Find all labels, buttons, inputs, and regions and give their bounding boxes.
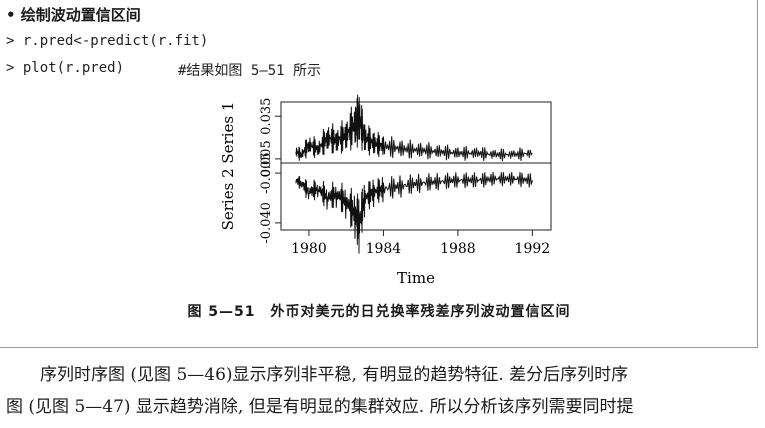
x-axis: 1980 1984 1988 1992 [291, 230, 550, 257]
series-line-2 [295, 171, 533, 254]
y-tick-label: -0.040 [259, 202, 274, 244]
code-comment: #结果如图 5—51 所示 [178, 63, 322, 79]
x-axis-label: Time [397, 269, 435, 287]
y-axis-label: Series 2 Series 1 [219, 102, 237, 231]
figure-caption: 图 5—51 外币对美元的日兑换率残差序列波动置信区间 [187, 304, 571, 320]
section-heading: • 绘制波动置信区间 [6, 6, 141, 24]
y-tick-label: -0.005 [259, 152, 274, 194]
series-group [295, 94, 533, 254]
plot-frame [280, 101, 552, 231]
code-line-plot: > plot(r.pred) [6, 60, 125, 76]
series-line-1 [295, 94, 533, 162]
y-tick-label: 0.035 [259, 98, 274, 135]
x-tick-label: 1992 [515, 241, 551, 257]
body-paragraph-line-1: 序列时序图 (见图 5—46)显示序列非平稳, 有明显的趋势特征. 差分后序列时… [40, 365, 629, 385]
y-tick-label: 0.005 [259, 140, 274, 177]
volatility-chart: 1980 1984 1988 1992 -0.040-0.0050.0050.035 … [219, 94, 552, 287]
x-tick-label: 1988 [440, 241, 476, 257]
x-tick-label: 1980 [291, 241, 327, 257]
output-box [0, 0, 758, 348]
body-paragraph-line-2: 图 (见图 5—47) 显示趋势消除, 但是有明显的集群效应. 所以分析该序列需… [6, 397, 634, 417]
code-line-predict: > r.pred<-predict(r.fit) [6, 33, 209, 49]
x-tick-label: 1984 [366, 241, 402, 257]
